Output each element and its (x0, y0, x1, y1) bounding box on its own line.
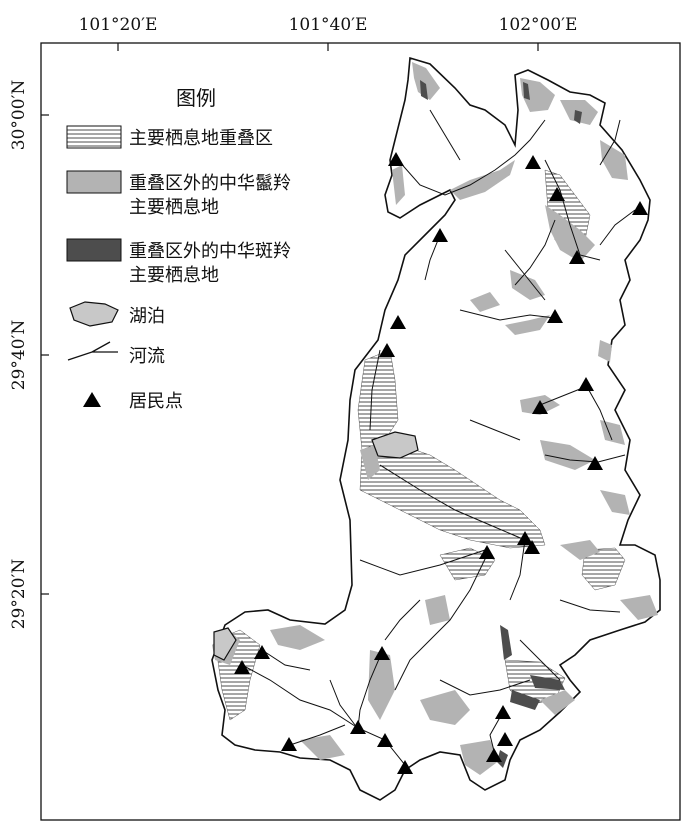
rivers (241, 109, 636, 766)
top-tick-label-1: 101°20′E (79, 15, 158, 35)
map-frame (40, 42, 681, 821)
legend-swatch-serow (66, 170, 122, 194)
legend-label-goral-2: 主要栖息地 (129, 265, 219, 286)
top-tick-label-3: 102°00′E (499, 15, 578, 35)
legend-swatch-lake (69, 301, 119, 327)
legend-swatch-overlap (66, 125, 122, 149)
legend: 图例 主要栖息地重叠区 重叠区外的中华鬣羚 主要栖息地 重叠区外的中华斑羚 主要… (66, 86, 291, 412)
legend-label-goral-1: 重叠区外的中华斑羚 (129, 241, 291, 262)
left-tick-label-2: 29°40′N (9, 320, 29, 391)
goral-habitat-areas (420, 80, 582, 768)
legend-label-overlap: 主要栖息地重叠区 (129, 128, 273, 149)
lakes (213, 431, 419, 661)
legend-label-serow-1: 重叠区外的中华鬣羚 (129, 173, 291, 194)
legend-label-settlement: 居民点 (129, 391, 183, 412)
legend-label-serow-2: 主要栖息地 (129, 197, 219, 218)
settlements (234, 152, 648, 774)
legend-title: 图例 (176, 86, 216, 110)
left-tick-label-1: 30°00′N (9, 80, 29, 151)
legend-swatch-river (67, 341, 118, 361)
top-tick-label-2: 101°40′E (289, 15, 368, 35)
legend-swatch-settlement (83, 392, 101, 407)
study-area-boundary (211, 56, 661, 801)
legend-swatch-goral (66, 238, 122, 262)
left-tick-label-3: 29°20′N (9, 559, 29, 630)
legend-label-river: 河流 (129, 346, 165, 367)
legend-label-lake: 湖泊 (129, 306, 165, 327)
tick-marks (41, 43, 539, 595)
